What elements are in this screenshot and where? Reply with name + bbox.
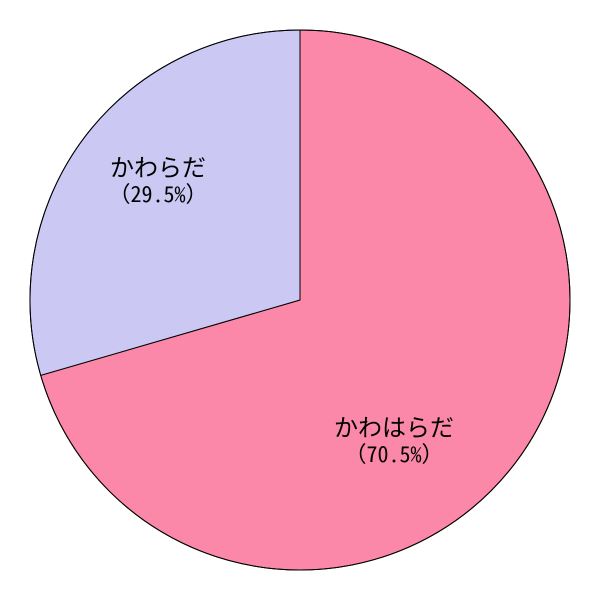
pie-chart: かわはらだ（70.5%）かわらだ（29.5%） [0, 0, 600, 600]
slice-pct-kawarada: （29.5%） [108, 177, 207, 209]
slice-pct-kawaharada: （70.5%） [344, 437, 443, 469]
